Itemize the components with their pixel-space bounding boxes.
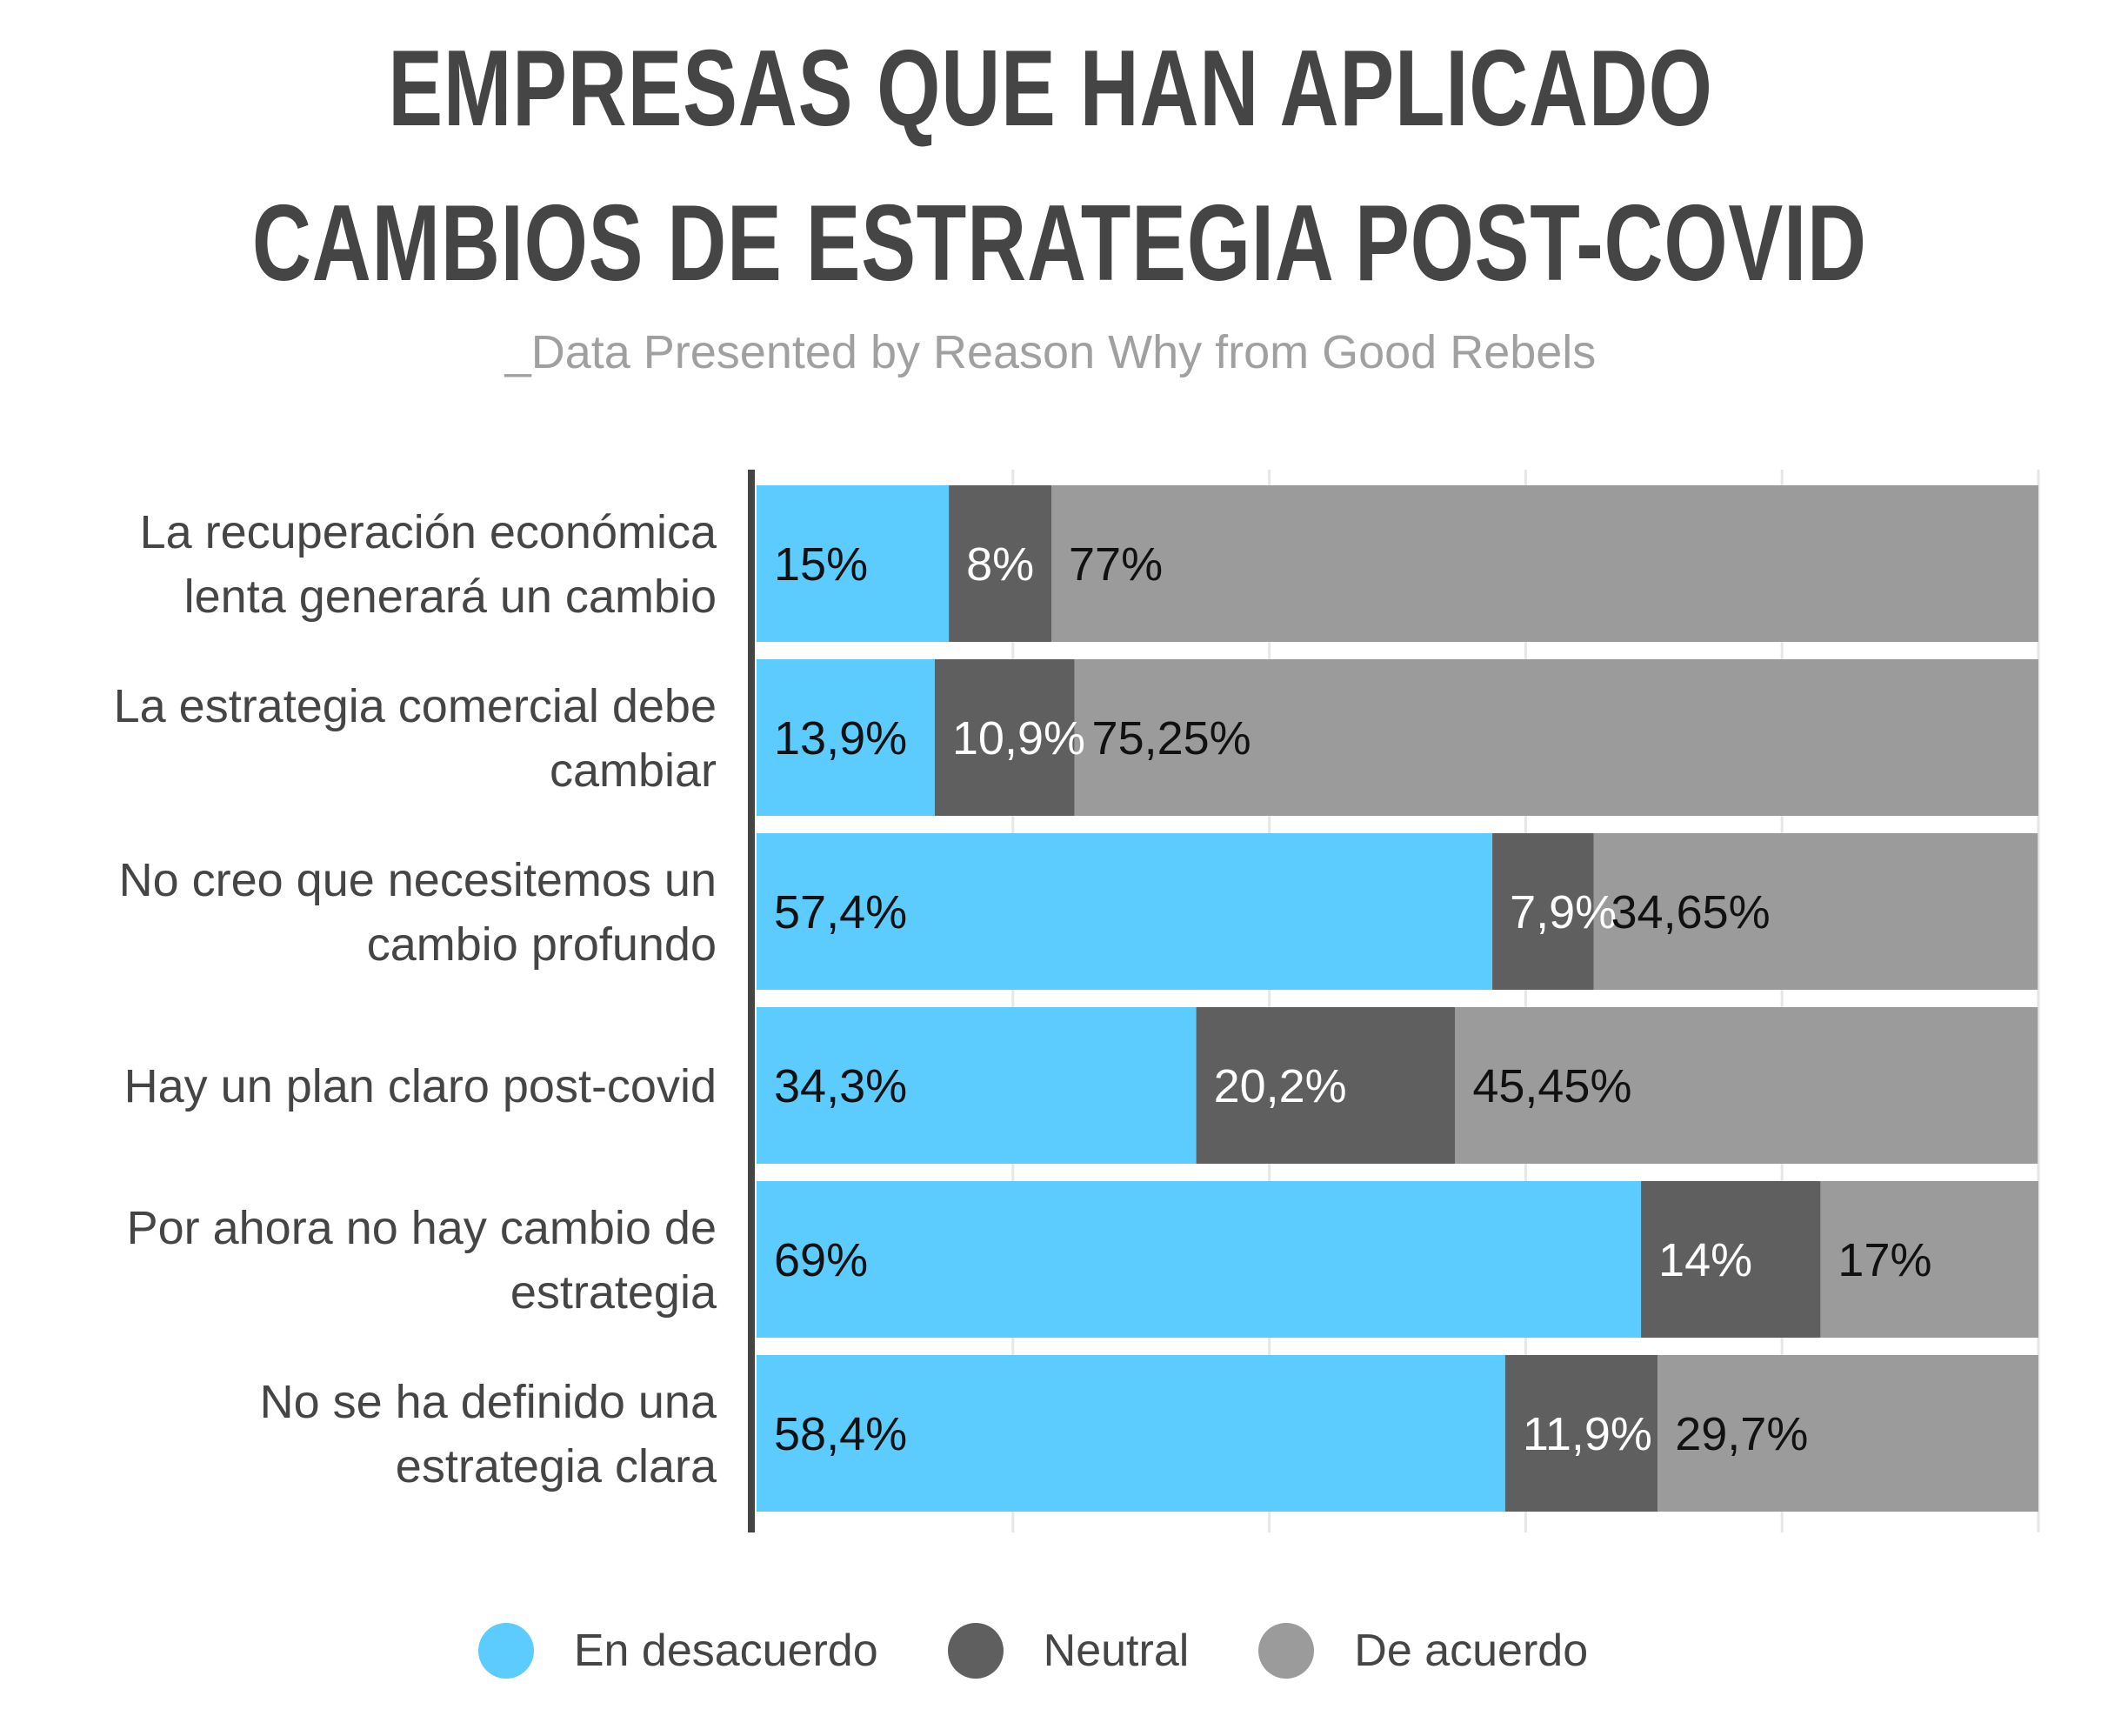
bar-disagree-4: [757, 1181, 1642, 1338]
legend-label-neutral: Neutral: [1043, 1626, 1190, 1676]
legend-item-neutral: Neutral: [947, 1623, 1224, 1679]
category-label-1-line-1: cambiar: [550, 744, 717, 797]
chart-subtitle: _Data Presented by Reason Why from Good …: [504, 326, 1597, 378]
data-label-agree-1: 75,25%: [1092, 712, 1251, 765]
data-label-neutral-0: 8%: [966, 538, 1034, 591]
bar-neutral-2: [1492, 833, 1594, 990]
data-label-neutral-3: 20,2%: [1214, 1060, 1347, 1112]
data-label-disagree-3: 34,3%: [774, 1060, 907, 1112]
category-label-0-line-0: La recuperación económica: [140, 506, 717, 558]
legend-item-agree: De acuerdo: [1258, 1623, 1623, 1679]
category-label-1-line-0: La estrategia comercial debe: [114, 680, 717, 732]
category-label-5-line-1: estrategia clara: [396, 1440, 717, 1492]
category-labels: La recuperación económica lenta generará …: [114, 506, 717, 1492]
data-label-disagree-0: 15%: [774, 538, 868, 591]
data-label-agree-5: 29,7%: [1675, 1408, 1808, 1460]
data-label-agree-0: 77%: [1069, 538, 1163, 591]
data-labels: 15% 8% 77% 13,9% 10,9% 75,25% 57,4% 7,9%34,65% 3…: [774, 538, 1932, 1460]
data-label-neutral-1: 10,9%: [952, 712, 1085, 765]
data-label-agree-2: 34,65%: [1611, 886, 1771, 938]
bar-agree-0: [1051, 485, 2038, 642]
bar-agree-5: [1657, 1355, 2038, 1512]
legend-swatch-neutral: [947, 1623, 1004, 1679]
category-label-4-line-1: estrategia: [510, 1266, 717, 1319]
category-label-4-line-0: Por ahora no hay cambio de: [127, 1202, 717, 1254]
bar-disagree-1: [757, 659, 935, 816]
category-label-3-line-0: Hay un plan claro post-covid: [124, 1060, 717, 1112]
legend-label-agree: De acuerdo: [1354, 1626, 1589, 1676]
legend-swatch-agree: [1258, 1623, 1315, 1679]
bar-disagree-2: [757, 833, 1493, 990]
bar-agree-3: [1455, 1007, 2038, 1164]
data-label-disagree-2: 57,4%: [774, 886, 907, 938]
data-label-disagree-4: 69%: [774, 1234, 868, 1286]
bar-agree-4: [1820, 1181, 2038, 1338]
category-label-2-line-1: cambio profundo: [367, 918, 717, 971]
legend-swatch-disagree: [477, 1623, 534, 1679]
bar-disagree-0: [757, 485, 950, 642]
category-label-5-line-0: No se ha definido una: [260, 1376, 717, 1428]
bar-neutral-5: [1504, 1355, 1658, 1512]
data-label-neutral-4: 14%: [1658, 1234, 1752, 1286]
legend-label-disagree: En desacuerdo: [573, 1626, 878, 1676]
bar-disagree-5: [757, 1355, 1505, 1512]
bar-neutral-3: [1196, 1007, 1456, 1164]
bar-disagree-3: [757, 1007, 1197, 1164]
data-label-agree-3: 45,45%: [1472, 1060, 1631, 1112]
bar-neutral-4: [1641, 1181, 1821, 1338]
data-label-neutral-5: 11,9%: [1523, 1408, 1652, 1460]
data-label-disagree-1: 13,9%: [774, 712, 907, 765]
category-label-2-line-0: No creo que necesitemos un: [119, 854, 717, 906]
bar-agree-1: [1074, 659, 2038, 816]
bar-agree-2: [1593, 833, 2038, 990]
bar-neutral-1: [934, 659, 1075, 816]
legend-item-disagree: En desacuerdo: [477, 1623, 913, 1679]
category-label-0-line-1: lenta generará un cambio: [184, 571, 717, 623]
chart-title-line-2: CAMBIOS DE ESTRATEGIA POST-COVID: [251, 184, 1867, 304]
chart-title-line-1: EMPRESAS QUE HAN APLICADO: [388, 29, 1713, 149]
data-label-disagree-5: 58,4%: [774, 1408, 907, 1460]
data-label-agree-4: 17%: [1838, 1234, 1931, 1286]
bar-neutral-0: [949, 485, 1052, 642]
bars: [757, 485, 2038, 1512]
data-label-neutral-2: 7,9%: [1510, 886, 1617, 938]
legend: En desacuerdo Neutral De acuerdo: [0, 1616, 2101, 1686]
